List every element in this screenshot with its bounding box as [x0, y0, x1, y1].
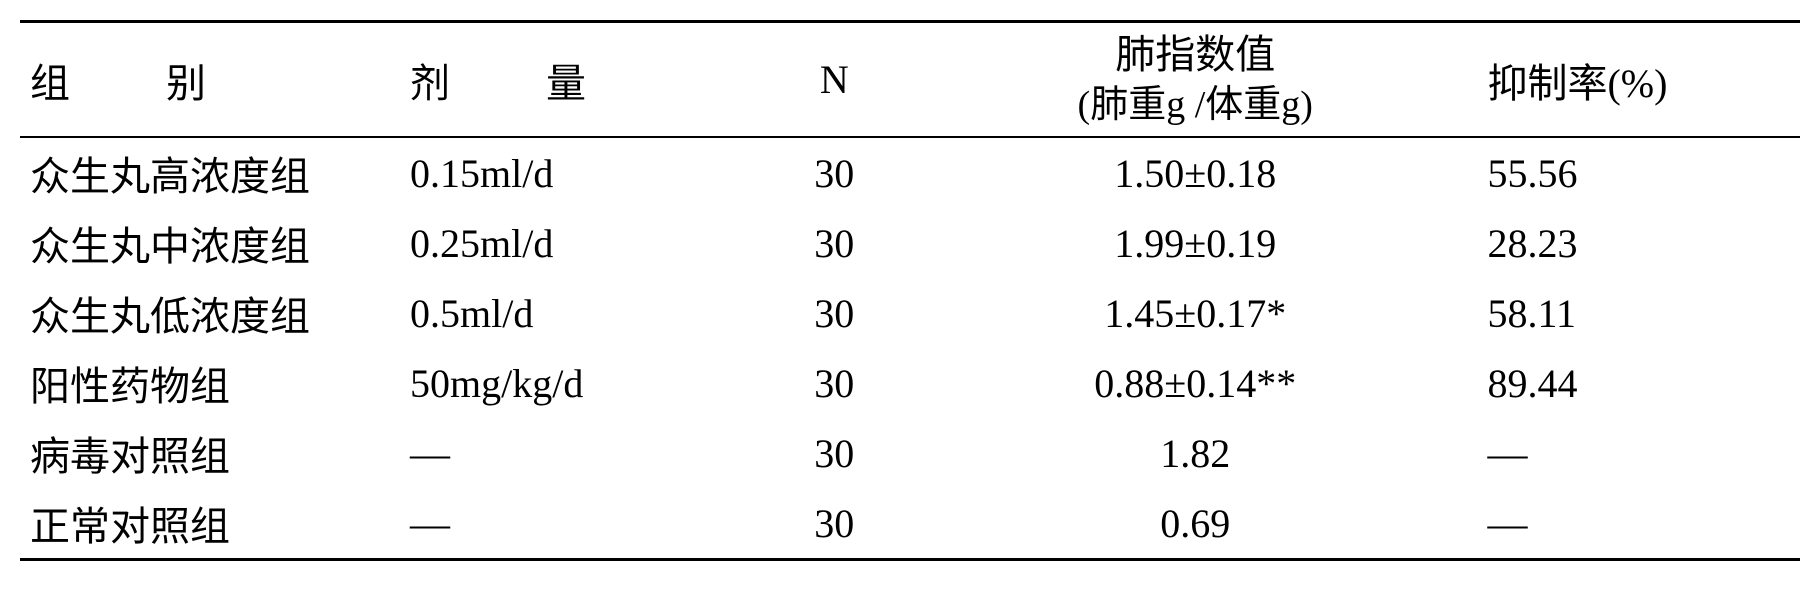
- col-header-group: 组 别: [20, 22, 390, 138]
- table-row: 众生丸高浓度组 0.15ml/d 30 1.50±0.18 55.56: [20, 137, 1800, 208]
- cell-lung: 1.82: [943, 418, 1447, 488]
- cell-rate: 58.11: [1447, 278, 1800, 348]
- cell-n: 30: [726, 208, 944, 278]
- cell-group: 阳性药物组: [20, 348, 390, 418]
- cell-group: 众生丸高浓度组: [20, 137, 390, 208]
- cell-dose: 0.15ml/d: [390, 137, 726, 208]
- cell-group: 众生丸低浓度组: [20, 278, 390, 348]
- col-header-dose: 剂 量: [390, 22, 726, 138]
- cell-rate: 28.23: [1447, 208, 1800, 278]
- cell-n: 30: [726, 348, 944, 418]
- col-header-inhibition: 抑制率(%): [1447, 22, 1800, 138]
- table-header-row: 组 别 剂 量 N 肺指数值 (肺重g /体重g) 抑制率(%): [20, 22, 1800, 138]
- data-table-container: 组 别 剂 量 N 肺指数值 (肺重g /体重g) 抑制率(%) 众生丸高浓度组…: [20, 20, 1800, 561]
- col-header-lung-sub: (肺重g /体重g): [953, 81, 1437, 130]
- col-header-n: N: [726, 22, 944, 138]
- table-row: 正常对照组 — 30 0.69 —: [20, 488, 1800, 560]
- cell-group: 病毒对照组: [20, 418, 390, 488]
- table-row: 病毒对照组 — 30 1.82 —: [20, 418, 1800, 488]
- cell-lung: 0.69: [943, 488, 1447, 560]
- cell-lung: 0.88±0.14**: [943, 348, 1447, 418]
- cell-rate: —: [1447, 418, 1800, 488]
- cell-n: 30: [726, 137, 944, 208]
- cell-lung: 1.45±0.17*: [943, 278, 1447, 348]
- cell-group: 众生丸中浓度组: [20, 208, 390, 278]
- cell-dose: —: [390, 418, 726, 488]
- table-row: 阳性药物组 50mg/kg/d 30 0.88±0.14** 89.44: [20, 348, 1800, 418]
- cell-group: 正常对照组: [20, 488, 390, 560]
- cell-rate: —: [1447, 488, 1800, 560]
- col-header-lung-main: 肺指数值: [1115, 32, 1275, 77]
- cell-rate: 55.56: [1447, 137, 1800, 208]
- cell-rate: 89.44: [1447, 348, 1800, 418]
- cell-n: 30: [726, 278, 944, 348]
- cell-lung: 1.50±0.18: [943, 137, 1447, 208]
- cell-lung: 1.99±0.19: [943, 208, 1447, 278]
- table-row: 众生丸低浓度组 0.5ml/d 30 1.45±0.17* 58.11: [20, 278, 1800, 348]
- cell-n: 30: [726, 488, 944, 560]
- data-table: 组 别 剂 量 N 肺指数值 (肺重g /体重g) 抑制率(%) 众生丸高浓度组…: [20, 20, 1800, 561]
- cell-dose: 50mg/kg/d: [390, 348, 726, 418]
- cell-n: 30: [726, 418, 944, 488]
- cell-dose: —: [390, 488, 726, 560]
- cell-dose: 0.25ml/d: [390, 208, 726, 278]
- cell-dose: 0.5ml/d: [390, 278, 726, 348]
- col-header-lung-index: 肺指数值 (肺重g /体重g): [943, 22, 1447, 138]
- table-row: 众生丸中浓度组 0.25ml/d 30 1.99±0.19 28.23: [20, 208, 1800, 278]
